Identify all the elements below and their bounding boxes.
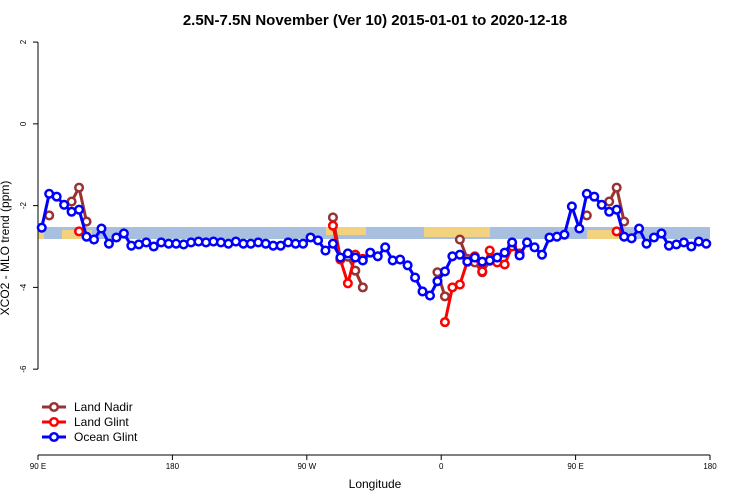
point <box>492 252 503 263</box>
point <box>678 237 689 248</box>
map-band <box>38 227 710 239</box>
point <box>432 276 443 287</box>
point <box>656 228 667 239</box>
point <box>484 245 495 256</box>
point <box>111 232 122 243</box>
point <box>469 252 480 263</box>
point <box>312 235 324 246</box>
point <box>96 223 107 234</box>
point <box>372 251 383 262</box>
land-patch <box>38 227 44 239</box>
point <box>59 199 70 210</box>
point <box>327 220 338 231</box>
point <box>574 223 585 234</box>
point <box>596 199 607 210</box>
point <box>686 241 697 252</box>
point <box>327 212 338 223</box>
point <box>439 317 450 328</box>
point <box>88 234 100 245</box>
point <box>342 278 353 289</box>
point <box>634 223 645 234</box>
point <box>462 256 473 267</box>
point <box>103 238 114 249</box>
point <box>454 234 465 245</box>
point <box>507 237 518 248</box>
point <box>74 182 85 193</box>
point <box>477 266 488 277</box>
point <box>611 182 622 193</box>
point <box>327 238 338 249</box>
land-patch <box>326 227 366 235</box>
point <box>499 247 510 258</box>
point <box>648 232 660 243</box>
point <box>320 245 331 256</box>
point <box>402 260 413 271</box>
x-tick-label: 90 E <box>567 462 583 471</box>
x-axis-label: Longitude <box>349 477 402 491</box>
point <box>74 226 85 237</box>
land-patch <box>587 230 619 239</box>
point <box>529 242 540 253</box>
point <box>51 191 62 202</box>
point <box>350 265 361 276</box>
point <box>74 204 85 215</box>
point <box>36 222 47 233</box>
legend-marker <box>48 401 60 413</box>
point <box>141 237 152 248</box>
legend-label: Land Glint <box>74 415 129 429</box>
legend-label: Ocean Glint <box>74 430 138 444</box>
point <box>365 247 376 258</box>
y-axis-label: XCO2 - MLO trend (ppm) <box>0 181 12 316</box>
point <box>342 248 353 259</box>
point <box>536 249 548 260</box>
point <box>357 255 368 266</box>
point <box>641 238 652 249</box>
y-tick-label: -6 <box>19 365 28 373</box>
point <box>298 238 309 249</box>
point <box>417 286 428 297</box>
y-tick-label: 2 <box>19 39 28 44</box>
point <box>566 201 577 212</box>
ocean-strip <box>38 227 710 239</box>
point <box>514 250 525 261</box>
x-tick-label: 90 E <box>30 462 46 471</box>
legend-label: Land Nadir <box>74 400 133 414</box>
point <box>439 291 450 302</box>
point <box>357 282 368 293</box>
y-tick-label: 0 <box>19 121 28 126</box>
point <box>611 226 622 237</box>
x-tick-label: 180 <box>166 462 180 471</box>
series-line <box>333 226 617 322</box>
point <box>380 242 391 253</box>
point <box>589 191 600 202</box>
point <box>424 290 436 301</box>
point <box>499 259 510 270</box>
x-tick-label: 180 <box>703 462 717 471</box>
point <box>701 238 712 249</box>
legend-marker <box>48 431 60 443</box>
y-tick-label: -2 <box>19 202 28 210</box>
point <box>611 204 622 215</box>
point <box>395 254 406 265</box>
point <box>148 241 159 252</box>
point <box>335 252 346 263</box>
point <box>522 237 533 248</box>
point <box>454 249 465 260</box>
point <box>559 229 570 240</box>
point <box>454 279 465 290</box>
x-tick-label: 90 W <box>297 462 316 471</box>
legend-marker <box>48 416 60 428</box>
chart-title: 2.5N-7.5N November (Ver 10) 2015-01-01 t… <box>183 12 567 29</box>
land-patch <box>424 227 490 237</box>
point <box>410 272 421 283</box>
point <box>118 228 129 239</box>
point <box>439 266 450 277</box>
y-tick-label: -4 <box>19 283 28 291</box>
x-tick-label: 0 <box>439 462 444 471</box>
point <box>626 233 637 244</box>
